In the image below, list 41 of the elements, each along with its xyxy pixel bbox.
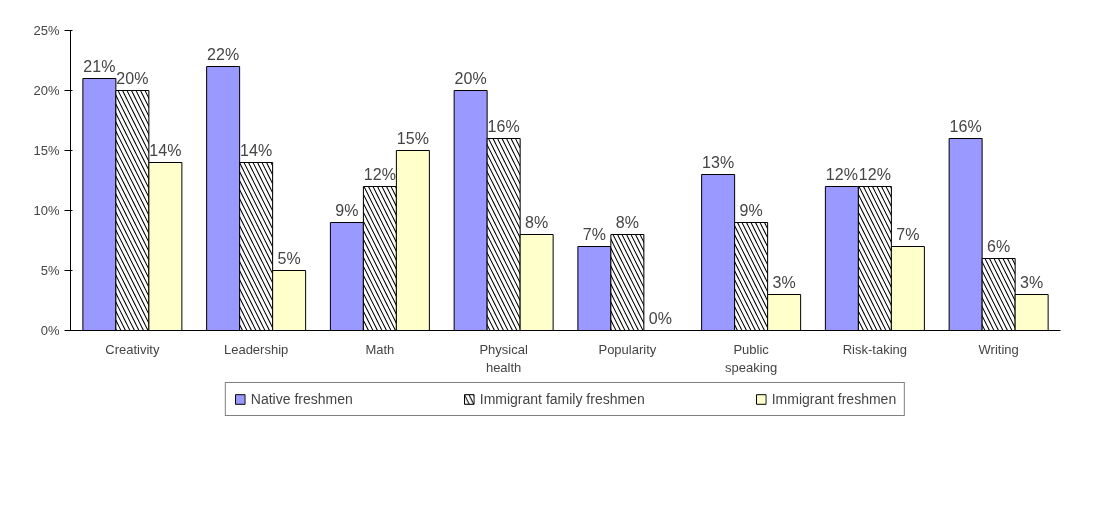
data-label: 13%	[702, 153, 735, 171]
legend-label: Immigrant freshmen	[771, 391, 897, 407]
y-tick-label: 0%	[40, 323, 60, 338]
data-label: 8%	[615, 213, 639, 231]
data-label: 12%	[363, 165, 396, 183]
data-label: 21%	[83, 57, 116, 75]
data-label: 0%	[648, 309, 672, 327]
data-label: 16%	[949, 117, 982, 135]
data-label: 14%	[240, 141, 273, 159]
data-label: 6%	[987, 237, 1011, 255]
legend-label: Native freshmen	[250, 391, 353, 407]
data-label: 7%	[582, 225, 606, 243]
data-label: 15%	[396, 129, 429, 147]
y-tick-label: 25%	[33, 23, 60, 38]
data-label: 9%	[335, 201, 359, 219]
data-label: 14%	[149, 141, 182, 159]
x-tick-label: Popularity	[598, 341, 657, 357]
data-label: 12%	[825, 165, 858, 183]
x-tick-label: Risk-taking	[842, 341, 908, 357]
data-label: 8%	[525, 213, 549, 231]
x-tick-label: Creativity	[105, 341, 160, 357]
data-label: 3%	[772, 273, 796, 291]
x-tick-label: Writing	[978, 341, 1019, 357]
y-tick-label: 20%	[33, 83, 60, 98]
data-label: 7%	[896, 225, 920, 243]
y-tick-label: 5%	[40, 263, 60, 278]
data-label: 9%	[739, 201, 763, 219]
data-label: 20%	[116, 69, 149, 87]
y-tick-label: 15%	[33, 143, 60, 158]
legend-label: Immigrant family freshmen	[479, 391, 645, 407]
data-label: 20%	[454, 69, 487, 87]
x-tick-label: Leadership	[223, 341, 289, 357]
data-label: 3%	[1020, 273, 1044, 291]
x-tick-label: Physical health	[479, 341, 528, 375]
data-label: 22%	[207, 45, 240, 63]
x-tick-label: Math	[365, 341, 395, 357]
y-tick-label: 10%	[33, 203, 60, 218]
x-tick-label: Public speaking	[725, 341, 778, 375]
data-label: 12%	[858, 165, 891, 183]
data-label: 5%	[277, 249, 301, 267]
data-label: 16%	[487, 117, 520, 135]
